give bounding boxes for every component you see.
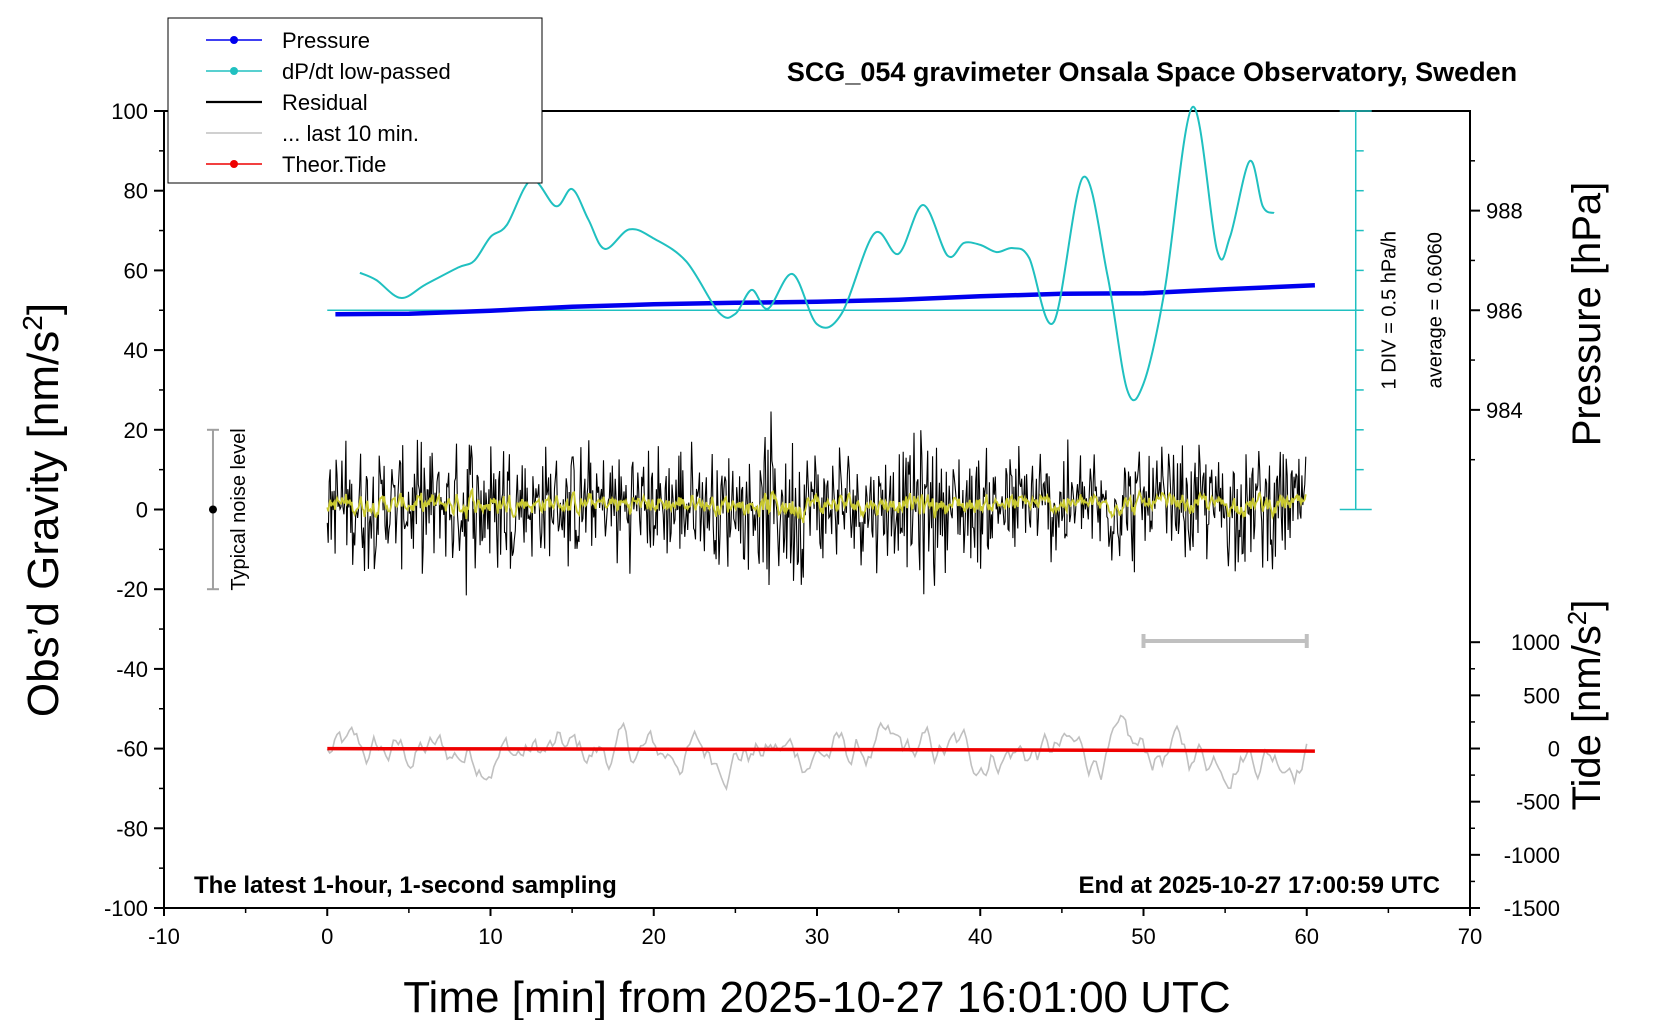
legend-label: dP/dt low-passed bbox=[282, 59, 451, 84]
y-axis-left-label-sup: 2 bbox=[17, 315, 48, 331]
x-axis: -10 0 10 20 30 40 50 60 70 bbox=[148, 908, 1482, 949]
x-tick-label: 20 bbox=[642, 924, 666, 949]
noise-bar-dot bbox=[208, 505, 217, 514]
y-tick-label: 0 bbox=[136, 498, 148, 523]
pressure-tick-label: 988 bbox=[1486, 199, 1523, 224]
legend-marker bbox=[230, 67, 238, 75]
y-tick-label: -80 bbox=[116, 816, 148, 841]
chart-title: SCG_054 gravimeter Onsala Space Observat… bbox=[787, 57, 1517, 87]
y-axis-pressure: 988 986 984 bbox=[1470, 160, 1523, 461]
series-layer bbox=[326, 105, 1316, 792]
tide-tick-label: -1000 bbox=[1504, 843, 1560, 868]
pressure-tick-label: 986 bbox=[1486, 298, 1523, 323]
x-tick-label: 10 bbox=[478, 924, 502, 949]
noise-bar: Typical noise level bbox=[206, 428, 250, 591]
x-tick-label: -10 bbox=[148, 924, 180, 949]
annotation-bottom-right: End at 2025-10-27 17:00:59 UTC bbox=[1079, 872, 1441, 899]
legend-label: Pressure bbox=[282, 28, 370, 53]
y-tick-label: -60 bbox=[116, 737, 148, 762]
x-tick-label: 50 bbox=[1131, 924, 1155, 949]
x-tick-label: 40 bbox=[968, 924, 992, 949]
noise-bar-label: Typical noise level bbox=[228, 428, 250, 590]
x-axis-label: Time [min] from 2025-10-27 16:01:00 UTC bbox=[403, 973, 1230, 1020]
series-dpdt bbox=[359, 105, 1275, 402]
tide-tick-label: -1500 bbox=[1504, 896, 1560, 921]
x-tick-label: 0 bbox=[321, 924, 333, 949]
dpdt-average-label: average = 0.6060 bbox=[1425, 232, 1447, 388]
y-axis-left: 100 80 60 40 20 0 -20 -40 -60 -80 -100 bbox=[104, 99, 164, 921]
legend-label: Theor.Tide bbox=[282, 152, 386, 177]
x-tick-label: 70 bbox=[1458, 924, 1482, 949]
y-tick-label: 100 bbox=[111, 99, 148, 124]
series-residual-smoothed bbox=[326, 487, 1307, 524]
legend-marker bbox=[230, 160, 238, 168]
y-tick-label: 80 bbox=[124, 179, 148, 204]
legend-label: ... last 10 min. bbox=[282, 121, 419, 146]
y-tick-label: 20 bbox=[124, 418, 148, 443]
tide-tick-label: 500 bbox=[1523, 683, 1560, 708]
series-pressure bbox=[335, 283, 1316, 317]
y-axis-pressure-label: Pressure [hPa] bbox=[1565, 182, 1609, 447]
legend-marker bbox=[230, 36, 238, 44]
y-axis-tide: 1000 500 0 -500 -1000 -1500 bbox=[1470, 630, 1560, 921]
dpdt-div-label: 1 DIV = 0.5 hPa/h bbox=[1379, 231, 1401, 389]
y-tick-label: 40 bbox=[124, 338, 148, 363]
y-axis-left-label: Obs’d Gravity [nm/s2] bbox=[17, 303, 68, 717]
x-tick-label: 30 bbox=[805, 924, 829, 949]
y-tick-label: -20 bbox=[116, 577, 148, 602]
tide-tick-label: 1000 bbox=[1511, 630, 1560, 655]
y-tick-label: 60 bbox=[124, 258, 148, 283]
legend: Pressure dP/dt low-passed Residual ... last… bbox=[167, 17, 543, 184]
tide-tick-label: 0 bbox=[1548, 737, 1560, 762]
legend-box bbox=[167, 17, 543, 184]
y-axis-tide-label-sup: 2 bbox=[1562, 611, 1592, 625]
y-axis-tide-label: Tide [nm/s2] bbox=[1562, 600, 1609, 811]
annotation-bottom-left: The latest 1-hour, 1-second sampling bbox=[194, 872, 617, 899]
y-tick-label: -100 bbox=[104, 896, 148, 921]
tide-tick-label: -500 bbox=[1516, 790, 1560, 815]
x-tick-label: 60 bbox=[1295, 924, 1319, 949]
y-tick-label: -40 bbox=[116, 657, 148, 682]
pressure-tick-label: 984 bbox=[1486, 398, 1523, 423]
legend-label: Residual bbox=[282, 90, 368, 115]
series-theor-tide bbox=[327, 746, 1315, 753]
